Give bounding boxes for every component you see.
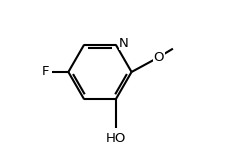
Text: F: F: [42, 66, 49, 78]
Text: N: N: [119, 37, 128, 50]
Text: O: O: [153, 51, 163, 64]
Text: HO: HO: [105, 132, 125, 145]
